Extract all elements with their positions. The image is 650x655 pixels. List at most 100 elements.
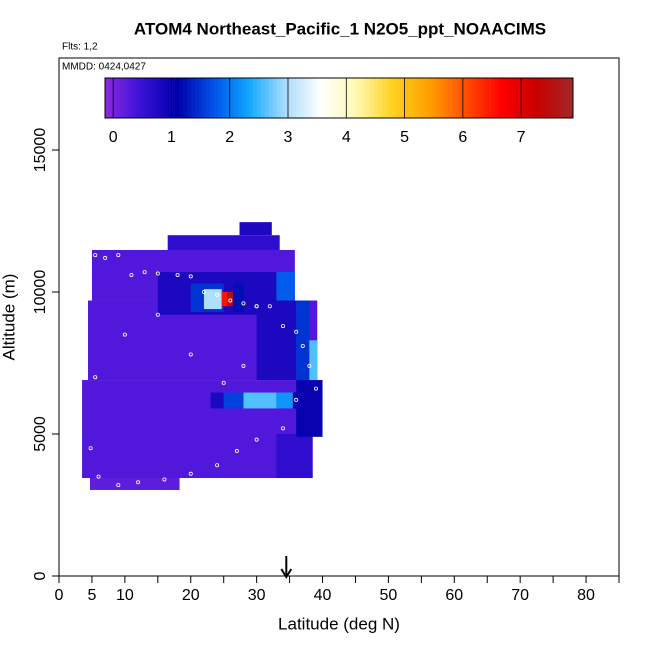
colorbar-segment (483, 78, 488, 118)
cell (223, 392, 244, 409)
colorbar-segment (432, 78, 437, 118)
track-point (294, 329, 299, 334)
track-point (88, 446, 93, 451)
colorbar-segment (495, 78, 500, 118)
colorbar-segment (116, 78, 122, 118)
track-point (103, 255, 108, 260)
colorbar-segment (545, 78, 551, 118)
x-tick-label: 70 (511, 587, 529, 604)
colorbar-segment (245, 78, 250, 118)
colorbar-segment (557, 78, 562, 118)
cell (232, 283, 244, 312)
colorbar-segment (393, 78, 398, 118)
x-tick-label: 50 (380, 587, 398, 604)
colorbar-segment (229, 78, 235, 118)
track-point (228, 298, 233, 303)
colorbar-segment (366, 78, 371, 118)
arrow-head (280, 568, 293, 579)
colorbar-segment (498, 78, 504, 118)
colorbar-segment (506, 78, 512, 118)
colorbar-segment (241, 78, 246, 118)
track-point (313, 386, 318, 391)
colorbar-segment (420, 78, 426, 118)
colorbar-segment (444, 78, 449, 118)
colorbar-segment (385, 78, 391, 118)
colorbar-tick-label: 7 (517, 129, 526, 146)
colorbar-segment (112, 78, 118, 118)
colorbar-segment (105, 78, 110, 118)
colorbar-segment (339, 78, 344, 118)
colorbar-segment (237, 78, 242, 118)
plot-frame (58, 57, 620, 577)
colorbar-segment (194, 78, 200, 118)
colorbar-segment (190, 78, 196, 118)
x-tick-label: 0 (55, 587, 64, 604)
colorbar-segment (537, 78, 543, 118)
colorbar-segment (303, 78, 309, 118)
colorbar-segment (459, 78, 465, 118)
colorbar-segment (522, 78, 527, 118)
colorbar-segment (249, 78, 254, 118)
colorbar-segment (206, 78, 211, 118)
colorbar-segment (186, 78, 192, 118)
colorbar-segment (327, 78, 332, 118)
subtitle: Flts: 1,2 (62, 42, 98, 53)
colorbar-segment (136, 78, 141, 118)
x-tick-label: 10 (116, 587, 134, 604)
colorbar-segment (436, 78, 441, 118)
cell (292, 392, 313, 409)
cell (239, 222, 272, 236)
track-point (96, 474, 101, 479)
track-point (129, 272, 134, 277)
y-tick-label: 10000 (32, 270, 49, 315)
colorbar-segment (569, 78, 574, 118)
track-point (175, 272, 180, 277)
colorbar-segment (413, 78, 418, 118)
colorbar-segment (335, 78, 340, 118)
track-point (122, 332, 127, 337)
track-point (215, 463, 220, 468)
colorbar-segment (553, 78, 558, 118)
track-point (254, 437, 259, 442)
colorbar-segment (210, 78, 215, 118)
colorbar-segment (487, 78, 492, 118)
colorbar-segment (417, 78, 422, 118)
colorbar-segment (155, 78, 161, 118)
colorbar-segment (389, 78, 395, 118)
track-point (188, 471, 193, 476)
x-tick-label: 80 (577, 587, 595, 604)
colorbar-segment (120, 78, 125, 118)
colorbar-segment (534, 78, 539, 118)
colorbar-segment (261, 78, 266, 118)
colorbar-segment (268, 78, 274, 118)
colorbar-segment (475, 78, 480, 118)
colorbar-segment (561, 78, 566, 118)
colorbar-segment (272, 78, 278, 118)
cell (203, 289, 222, 310)
colorbar-segment (381, 78, 387, 118)
track-point (241, 301, 246, 306)
colorbar-segment (502, 78, 508, 118)
colorbar-segment (163, 78, 168, 118)
colorbar-segment (530, 78, 535, 118)
colorbar-segment (549, 78, 554, 118)
x-tick-label: 60 (445, 587, 463, 604)
cell (276, 434, 313, 479)
colorbar-segment (428, 78, 434, 118)
track-point (188, 274, 193, 279)
colorbar-segment (284, 78, 289, 118)
colorbar-segment (452, 78, 457, 118)
colorbar-segment (467, 78, 473, 118)
colorbar-segment (448, 78, 453, 118)
colorbar-segment (424, 78, 430, 118)
colorbar-segment (456, 78, 461, 118)
colorbar-segment (370, 78, 375, 118)
track-point (280, 324, 285, 329)
colorbar-segment (140, 78, 145, 118)
colorbar-segment (175, 78, 180, 118)
colorbar-segment (171, 78, 176, 118)
colorbar-segment (440, 78, 445, 118)
x-axis-label: Latitude (deg N) (278, 614, 400, 633)
track-point (136, 480, 141, 485)
